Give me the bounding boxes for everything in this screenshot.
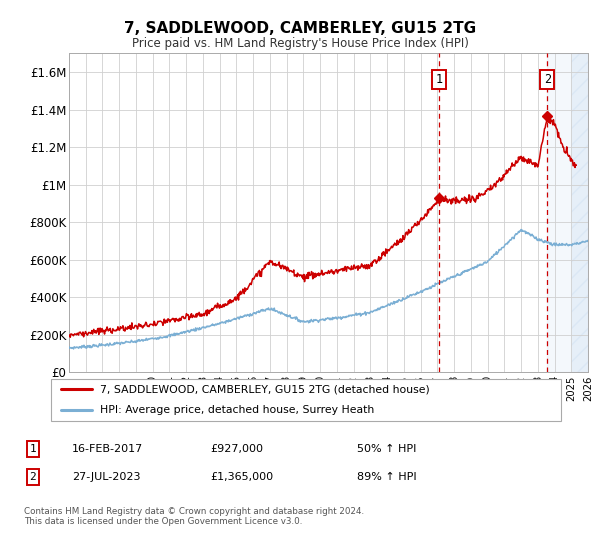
Text: HPI: Average price, detached house, Surrey Heath: HPI: Average price, detached house, Surr…	[100, 405, 374, 416]
Text: 27-JUL-2023: 27-JUL-2023	[72, 472, 140, 482]
Text: Price paid vs. HM Land Registry's House Price Index (HPI): Price paid vs. HM Land Registry's House …	[131, 37, 469, 50]
Text: 50% ↑ HPI: 50% ↑ HPI	[357, 444, 416, 454]
Text: £927,000: £927,000	[210, 444, 263, 454]
Text: 2: 2	[544, 73, 551, 86]
FancyBboxPatch shape	[50, 379, 562, 421]
Text: 7, SADDLEWOOD, CAMBERLEY, GU15 2TG (detached house): 7, SADDLEWOOD, CAMBERLEY, GU15 2TG (deta…	[100, 384, 430, 394]
Bar	[547, 53, 588, 372]
Bar	[571, 53, 588, 372]
Text: 1: 1	[29, 444, 37, 454]
Text: 7, SADDLEWOOD, CAMBERLEY, GU15 2TG: 7, SADDLEWOOD, CAMBERLEY, GU15 2TG	[124, 21, 476, 36]
Text: 89% ↑ HPI: 89% ↑ HPI	[357, 472, 416, 482]
Text: 2: 2	[29, 472, 37, 482]
Text: 1: 1	[436, 73, 443, 86]
Text: Contains HM Land Registry data © Crown copyright and database right 2024.
This d: Contains HM Land Registry data © Crown c…	[24, 507, 364, 526]
Text: 16-FEB-2017: 16-FEB-2017	[72, 444, 143, 454]
Text: £1,365,000: £1,365,000	[210, 472, 273, 482]
